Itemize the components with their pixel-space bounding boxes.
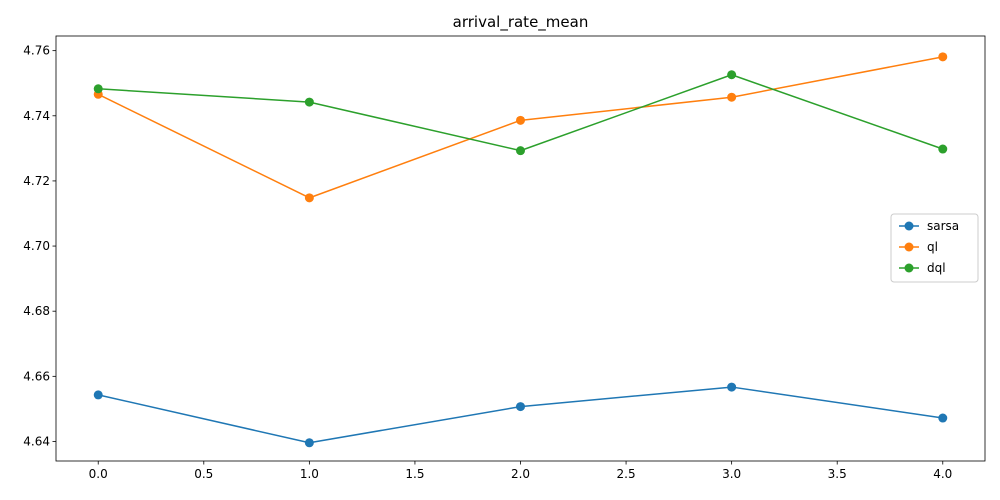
data-point-dql bbox=[93, 84, 103, 94]
axes-frame bbox=[55, 35, 986, 462]
series-line-sarsa bbox=[98, 386, 943, 444]
axes-layer: 0.0 0.5 1.0 1.5 2.0 2.5 3.0 3.5 4.0 4.64 4.66 4.68 4… bbox=[23, 35, 986, 481]
y-tick-label: 4.64 bbox=[23, 434, 50, 448]
series-dql bbox=[93, 70, 948, 156]
series-ql bbox=[93, 52, 948, 203]
y-tick-label: 4.68 bbox=[23, 304, 50, 318]
y-tick-label: 4.66 bbox=[23, 369, 50, 383]
series-sarsa bbox=[93, 382, 948, 448]
y-tick-label: 4.76 bbox=[23, 44, 50, 58]
series-line-ql bbox=[97, 56, 943, 199]
data-point-dql bbox=[304, 97, 314, 107]
data-point-dql bbox=[516, 146, 525, 156]
data-point-sarsa bbox=[727, 382, 737, 392]
series-line-dql bbox=[98, 74, 944, 152]
legend-marker-ql bbox=[904, 242, 914, 252]
data-point-ql bbox=[727, 92, 737, 102]
x-tick-label: 0.0 bbox=[89, 467, 108, 481]
data-point-sarsa bbox=[304, 438, 314, 448]
x-tick-label: 0.5 bbox=[194, 467, 213, 481]
y-tick-label: 4.70 bbox=[23, 239, 50, 253]
y-tick-label: 4.74 bbox=[23, 109, 50, 123]
legend: sarsa ql dql bbox=[890, 213, 979, 283]
x-tick-label: 3.5 bbox=[828, 467, 847, 481]
data-point-dql bbox=[938, 144, 948, 154]
data-point-ql bbox=[938, 52, 948, 62]
series-layer bbox=[93, 52, 948, 448]
data-point-ql bbox=[304, 193, 314, 203]
x-tick-label: 3.0 bbox=[722, 467, 741, 481]
data-point-sarsa bbox=[516, 402, 525, 412]
data-point-sarsa bbox=[938, 413, 948, 423]
x-tick-label: 1.5 bbox=[405, 467, 424, 481]
legend-label-dql: dql bbox=[927, 261, 946, 275]
x-tick-label: 2.0 bbox=[511, 467, 530, 481]
legend-marker-dql bbox=[904, 263, 914, 273]
legend-label-sarsa: sarsa bbox=[927, 219, 959, 233]
x-tick-label: 2.5 bbox=[617, 467, 636, 481]
legend-marker-sarsa bbox=[904, 221, 914, 231]
y-tick-label: 4.72 bbox=[23, 174, 50, 188]
x-tick-label: 4.0 bbox=[933, 467, 952, 481]
data-point-dql bbox=[727, 70, 737, 80]
x-tick-label: 1.0 bbox=[300, 467, 319, 481]
data-point-sarsa bbox=[93, 390, 103, 400]
legend-box bbox=[890, 213, 979, 283]
chart-title: arrival_rate_mean bbox=[453, 13, 589, 32]
data-point-ql bbox=[516, 115, 525, 125]
legend-label-ql: ql bbox=[927, 240, 938, 254]
